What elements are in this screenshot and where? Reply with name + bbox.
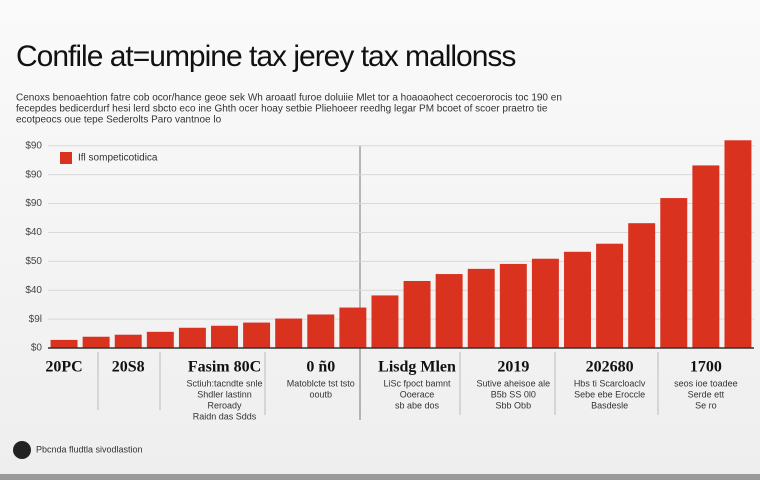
bar	[724, 140, 752, 348]
x-tick-label: 20PC	[45, 359, 82, 376]
x-tick-label: Fasim 80C	[188, 359, 261, 376]
bar	[403, 280, 431, 348]
category-note: B5b SS 0l0	[491, 389, 536, 399]
category-note: Matoblcte tst tsto	[287, 378, 355, 388]
category-note: sb abe dos	[395, 400, 440, 410]
legend-swatch	[60, 152, 72, 164]
footer: Pbcnda fludtla sivodlastion	[36, 444, 143, 454]
category-note: Sctiuh:tacndte snle	[186, 378, 262, 388]
bar	[467, 268, 495, 348]
bar	[50, 339, 78, 348]
bar	[339, 307, 367, 348]
category-note: LiSc fpoct bamnt	[384, 378, 452, 388]
x-tick-label: 2019	[497, 359, 529, 376]
category-note: Serde ett	[688, 389, 725, 399]
category-note: Shdler lastinn	[197, 389, 252, 399]
dividers	[97, 145, 659, 420]
bar	[531, 258, 559, 348]
bar	[371, 295, 399, 348]
bar	[178, 327, 206, 348]
y-tick-label: $90	[25, 140, 42, 151]
category-note: Sbb Obb	[496, 400, 532, 410]
bar	[692, 165, 720, 348]
category-note: Sutive aheisoe ale	[477, 378, 551, 388]
y-tick-label: $50	[25, 256, 42, 267]
bar	[435, 274, 463, 348]
footer-icon	[13, 441, 31, 459]
bar	[275, 318, 303, 348]
bar	[660, 198, 688, 348]
bar	[82, 336, 110, 348]
category-note: Ooerace	[400, 389, 435, 399]
y-tick-label: $90	[25, 198, 42, 209]
bar	[211, 325, 238, 348]
x-tick-label: 0 ñ0	[306, 359, 335, 376]
bar	[114, 334, 142, 348]
category-note: Raidn das Sdds	[193, 411, 257, 421]
x-tick-label: 20S8	[112, 359, 145, 376]
x-tick-label: 202680	[586, 359, 634, 376]
category-note: Sebe ebe Eroccle	[574, 389, 645, 399]
subtitle: ecotpeocs oue tepe Sederolts Paro vantno…	[16, 115, 222, 126]
x-tick-label: Lisdg Mlen	[378, 359, 456, 376]
y-tick-label: $0	[31, 343, 43, 354]
bar	[596, 243, 624, 348]
subtitle: Cenoxs benoaehtion fatre cob ocor/hance …	[16, 93, 562, 104]
chart-title: Confile at=umpine tax jerey tax mallonss	[16, 40, 515, 73]
y-tick-label: $40	[25, 227, 42, 238]
bar	[307, 314, 335, 348]
subtitle: fecepdes bedicerdurf hesi lerd sbcto eco…	[16, 104, 548, 115]
bar	[628, 223, 656, 348]
bar	[499, 263, 527, 348]
category-note: seos ioe toadee	[674, 378, 738, 388]
y-tick-label: $90	[25, 169, 42, 180]
legend-label: Ifl sompeticotidica	[78, 153, 158, 164]
category-note: ooutb	[310, 389, 333, 399]
category-note: Se ro	[695, 400, 717, 410]
bar	[146, 331, 174, 348]
y-tick-label: $40	[25, 285, 42, 296]
category-note: Reroady	[207, 400, 242, 410]
x-tick-label: 1700	[690, 359, 722, 376]
category-note: Basdesle	[591, 400, 628, 410]
bar	[243, 322, 271, 348]
category-note: Hbs ti Scarcloaclv	[574, 378, 646, 388]
bar	[564, 251, 591, 348]
y-tick-label: $9l	[29, 314, 42, 325]
bottom-band	[0, 474, 760, 480]
